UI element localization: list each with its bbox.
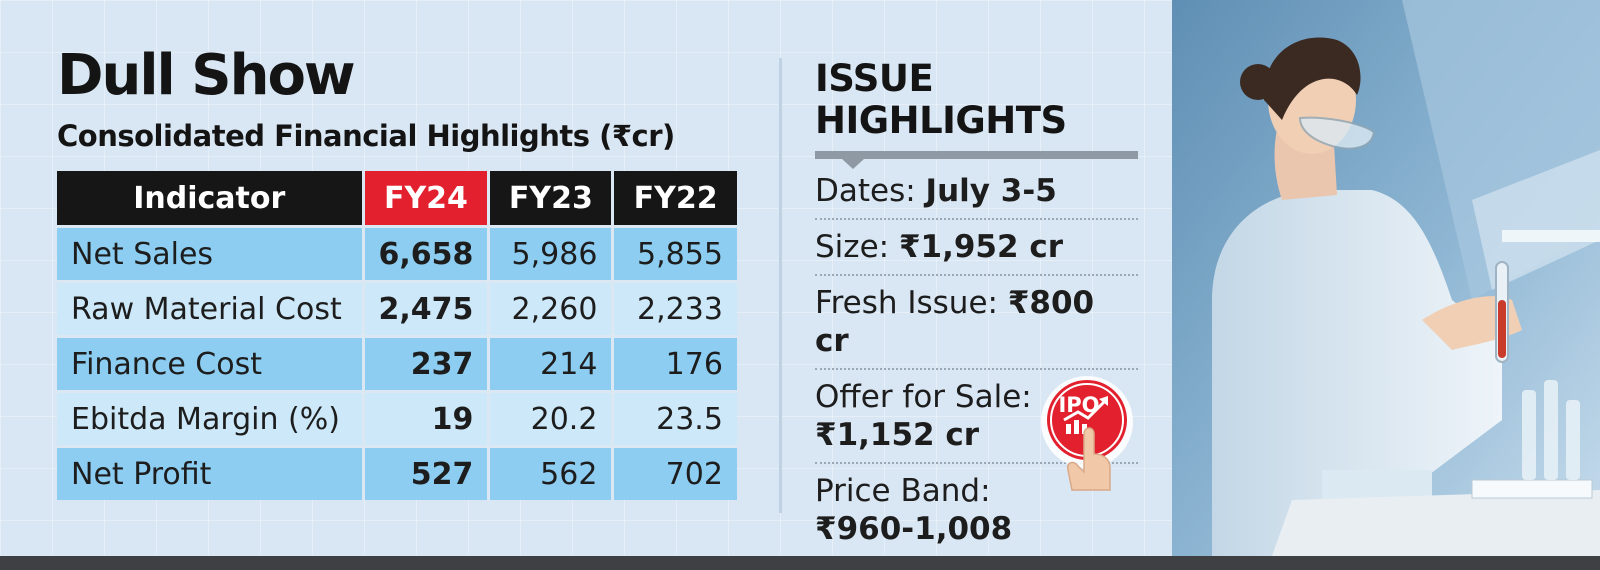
row-label: Net Profit [57,445,365,500]
cell-fy24: 527 [363,445,491,500]
row-label: Finance Cost [57,335,365,392]
table-row: Ebitda Margin (%) 19 20.2 23.5 [57,390,737,447]
cell-fy22: 5,855 [612,225,737,282]
cell-fy24: 19 [363,390,491,447]
financial-table: Indicator FY24 FY23 FY22 Net Sales 6,658… [57,171,737,500]
highlight-offer-for-sale: Offer for Sale: ₹1,152 cr [815,370,1138,464]
section-divider [779,58,782,513]
table-row: Net Profit 527 562 702 [57,445,737,500]
highlight-dates: Dates: July 3-5 [815,172,1138,220]
title-underline-notch [842,159,864,169]
highlight-fresh-issue: Fresh Issue: ₹800 cr [815,276,1138,370]
table-row: Raw Material Cost 2,475 2,260 2,233 [57,280,737,337]
highlight-price-band: Price Band: ₹960-1,008 [815,464,1138,556]
cell-fy23: 5,986 [488,225,615,282]
cell-fy22: 176 [612,335,737,392]
issue-highlights-list: Dates: July 3-5 Size: ₹1,952 cr Fresh Is… [815,172,1138,556]
cell-fy24: 237 [363,335,491,392]
cell-fy24: 6,658 [363,225,491,282]
highlight-value: ₹1,952 cr [898,229,1064,265]
cell-fy24: 2,475 [363,280,491,337]
col-header-fy23: FY23 [488,171,615,227]
bottom-band [0,556,1600,570]
highlight-label: Offer for Sale: [815,379,1032,415]
issue-highlights-title-line2: HIGHLIGHTS [815,99,1067,142]
cell-fy22: 702 [612,445,737,500]
chart-title: Dull Show [57,43,356,108]
title-underline-bar [815,151,1138,159]
col-header-fy24: FY24 [363,171,491,227]
cell-fy23: 214 [488,335,615,392]
highlight-label: Dates: [815,173,926,209]
highlight-value: July 3-5 [925,173,1057,209]
cell-fy23: 562 [488,445,615,500]
scientist-photo [1172,0,1600,556]
highlight-label: Price Band: [815,473,991,509]
cell-fy22: 2,233 [612,280,737,337]
highlight-size: Size: ₹1,952 cr [815,220,1138,276]
cell-fy23: 2,260 [488,280,615,337]
highlight-value: ₹960-1,008 [815,511,1013,547]
highlight-value: ₹1,152 cr [815,417,980,453]
highlight-label: Size: [815,229,899,265]
highlight-label: Fresh Issue: [815,285,1008,321]
issue-highlights-title-line1: ISSUE [815,57,934,100]
table-header-row: Indicator FY24 FY23 FY22 [57,171,737,227]
row-label: Raw Material Cost [57,280,365,337]
col-header-indicator: Indicator [57,171,365,227]
cell-fy23: 20.2 [488,390,615,447]
table-row: Finance Cost 237 214 176 [57,335,737,392]
col-header-fy22: FY22 [612,171,737,227]
cell-fy22: 23.5 [612,390,737,447]
chart-subtitle: Consolidated Financial Highlights (₹cr) [57,119,675,153]
table-row: Net Sales 6,658 5,986 5,855 [57,225,737,282]
row-label: Net Sales [57,225,365,282]
highlight-value: ₹800 cr [815,285,1095,359]
ipo-growth-icon: IPO [1041,376,1133,491]
issue-highlights-title: ISSUE HIGHLIGHTS [815,58,1115,142]
row-label: Ebitda Margin (%) [57,390,365,447]
